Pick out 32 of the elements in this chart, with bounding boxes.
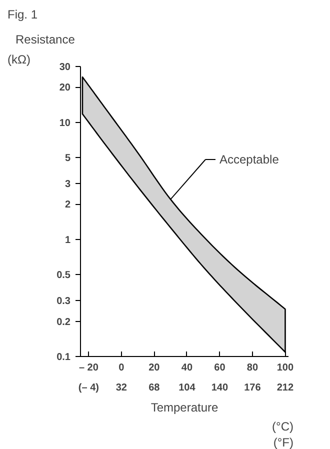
text: (°C) (272, 420, 294, 434)
x2-tick-label: 68 (148, 382, 160, 394)
y-tick-label: 0.1 (56, 352, 71, 363)
annotation: Acceptable (220, 152, 280, 166)
x-tick-label: 60 (214, 362, 226, 374)
y-tick-label: 30 (59, 62, 71, 73)
y-tick-label: 5 (64, 153, 71, 164)
x2-tick-label: 32 (116, 382, 128, 394)
y-tick-label: 0.2 (56, 316, 71, 328)
y-tick-label: 0.5 (56, 270, 71, 282)
x-tick-label: 0 (118, 362, 125, 374)
x-tick-label: 80 (246, 362, 258, 374)
x2-tick-label: 140 (211, 382, 228, 394)
text: (°F) (273, 436, 294, 449)
y-tick-label: 2 (64, 200, 71, 211)
y-tick-label: 20 (59, 82, 71, 94)
chart-title: Fig. 1 (8, 8, 38, 22)
y-tick-label: 10 (59, 118, 71, 129)
x-tick-label: 100 (276, 362, 294, 374)
x2-tick-label: (– 4) (78, 382, 99, 394)
x2-tick-label: 176 (244, 382, 262, 394)
y-tick-label: 0.3 (56, 296, 71, 308)
x-tick-label: 20 (148, 362, 160, 374)
x-tick-label: 40 (181, 362, 193, 374)
y-tick-label: 3 (64, 179, 71, 190)
x2-tick-label: 104 (178, 382, 196, 394)
x-axis-title: Temperature (150, 400, 219, 414)
y-axis-title: (kΩ) (8, 52, 30, 66)
chart-subtitle: Resistance (16, 32, 76, 46)
x2-tick-label: 212 (276, 382, 294, 394)
x-tick-label: – 20 (78, 362, 99, 374)
y-tick-label: 1 (64, 234, 71, 246)
